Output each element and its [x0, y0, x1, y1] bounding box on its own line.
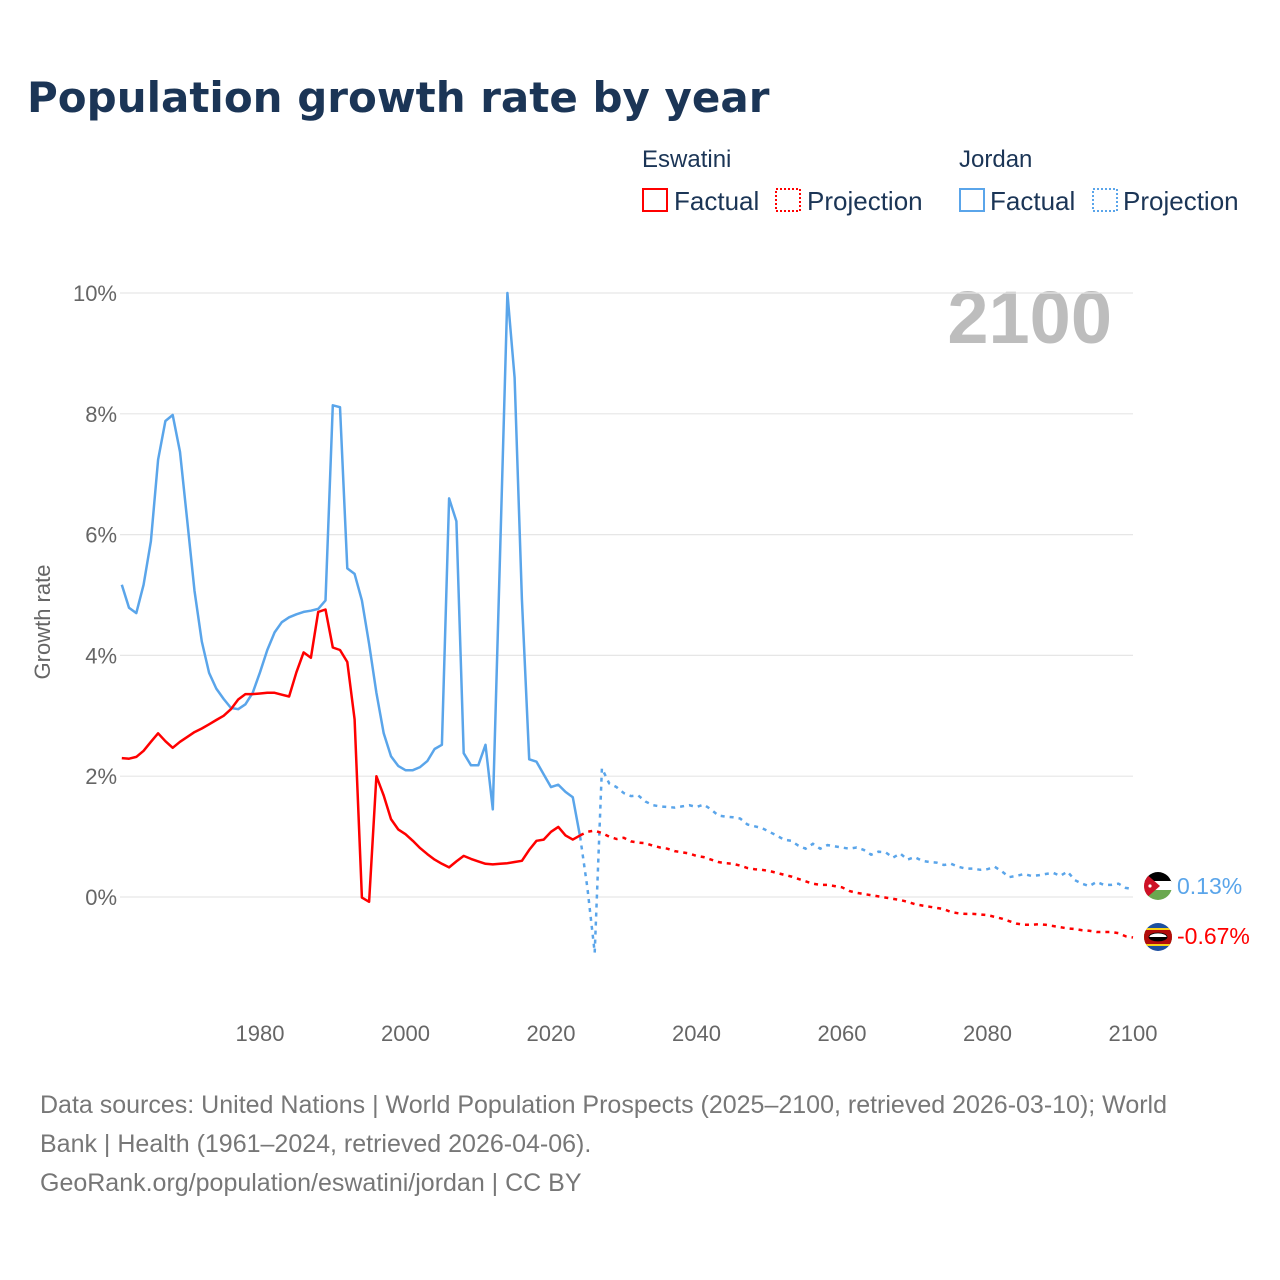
legend-swatch-jordan-factual[interactable] — [959, 188, 985, 212]
x-tick-label: 2080 — [963, 1021, 1012, 1046]
eswatini-end-label: -0.67% — [1177, 923, 1250, 949]
y-tick-label: 6% — [85, 523, 117, 548]
chart-title: Population growth rate by year — [27, 73, 770, 122]
legend: Eswatini Factual Projection Jordan Factu… — [642, 146, 1239, 216]
y-axis-label: Growth rate — [30, 565, 55, 680]
footer-sources-line1: Data sources: United Nations | World Pop… — [40, 1091, 1167, 1119]
jordan-projection-line — [578, 767, 1134, 953]
legend-swatch-jordan-projection[interactable] — [1092, 188, 1118, 212]
x-tick-label: 2020 — [527, 1021, 576, 1046]
jordan-flag-icon — [1144, 872, 1172, 900]
legend-group-eswatini: Eswatini — [642, 146, 731, 173]
y-tick-label: 8% — [85, 402, 117, 427]
jordan-end-label: 0.13% — [1177, 873, 1242, 899]
x-tick-label: 2040 — [672, 1021, 721, 1046]
jordan-factual-line — [120, 291, 582, 837]
y-tick-label: 10% — [73, 281, 117, 306]
x-tick-label: 2060 — [818, 1021, 867, 1046]
y-tick-label: 0% — [85, 885, 117, 910]
legend-swatch-eswatini-factual[interactable] — [642, 188, 668, 212]
legend-label-eswatini-projection[interactable]: Projection — [807, 186, 923, 216]
legend-label-jordan-projection[interactable]: Projection — [1123, 186, 1239, 216]
y-tick-label: 2% — [85, 764, 117, 789]
footer-attribution[interactable]: GeoRank.org/population/eswatini/jordan |… — [40, 1169, 582, 1197]
year-label: 2100 — [947, 276, 1112, 359]
legend-group-jordan: Jordan — [959, 146, 1032, 173]
x-tick-label: 2100 — [1109, 1021, 1158, 1046]
eswatini-flag-icon — [1144, 923, 1172, 951]
y-tick-label: 4% — [85, 643, 117, 668]
legend-label-eswatini-factual[interactable]: Factual — [674, 186, 759, 216]
legend-label-jordan-factual[interactable]: Factual — [990, 186, 1075, 216]
eswatini-factual-line — [121, 608, 581, 904]
legend-swatch-eswatini-projection[interactable] — [775, 188, 801, 212]
x-tick-label: 1980 — [236, 1021, 285, 1046]
footer-sources-line2: Bank | Health (1961–2024, retrieved 2026… — [40, 1130, 591, 1158]
x-tick-label: 2000 — [381, 1021, 430, 1046]
